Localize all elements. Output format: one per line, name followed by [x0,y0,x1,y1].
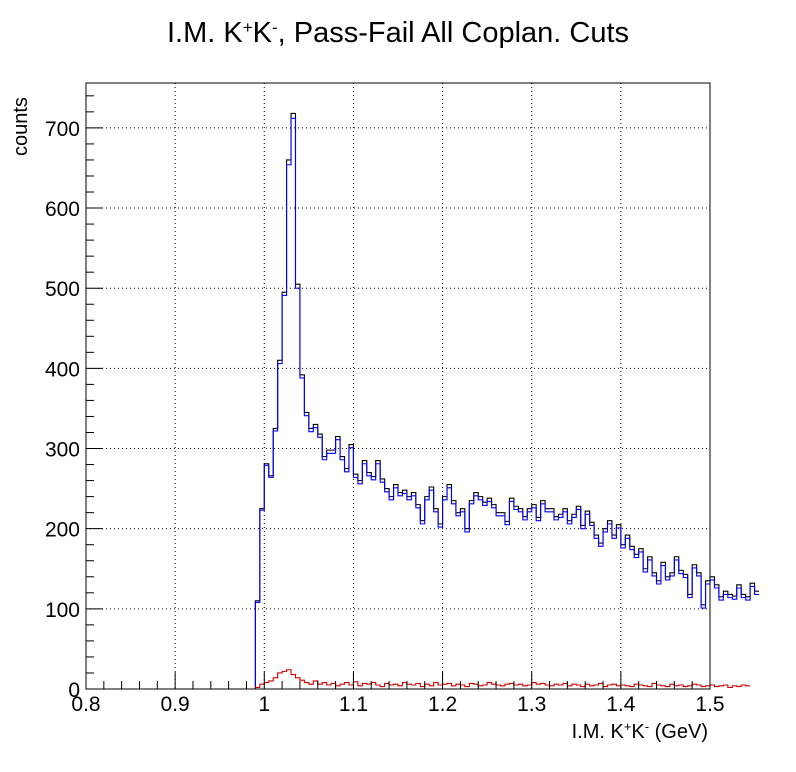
plot-frame [85,82,711,690]
y-tick-label: 500 [45,278,80,301]
x-tick-label: 1.4 [606,693,636,716]
x-tick-labels: 0.8 0.9 1 1.1 1.2 1.3 1.4 1.5 [71,693,724,716]
y-tick-label: 200 [45,519,80,542]
x-tick-label: 0.8 [71,693,100,716]
series-fail-line [86,669,751,690]
y-tick-label: 400 [45,358,80,381]
y-tick-label: 300 [45,439,80,462]
y-tick-label: 700 [45,118,80,141]
y-axis-label: counts [10,97,32,156]
tick-marks [85,95,711,690]
grid-lines [86,83,710,689]
x-tick-label: 1.1 [339,693,368,716]
series-pass-line [86,117,760,690]
x-axis-label: I.M. K+K- (GeV) [572,719,708,744]
x-tick-label: 0.9 [161,693,190,716]
y-tick-label: 600 [45,198,80,221]
series-all-line [86,112,760,690]
y-tick-label: 100 [45,599,80,622]
series-layer [86,112,760,690]
y-tick-label: 0 [68,679,80,702]
x-tick-label: 1.3 [517,693,546,716]
chart-title: I.M. K+K-, Pass-Fail All Coplan. Cuts [167,17,629,49]
y-tick-labels: 0 100 200 300 400 500 600 700 [45,118,80,702]
x-tick-label: 1.5 [695,693,724,716]
x-tick-label: 1 [258,693,270,716]
x-tick-label: 1.2 [428,693,457,716]
